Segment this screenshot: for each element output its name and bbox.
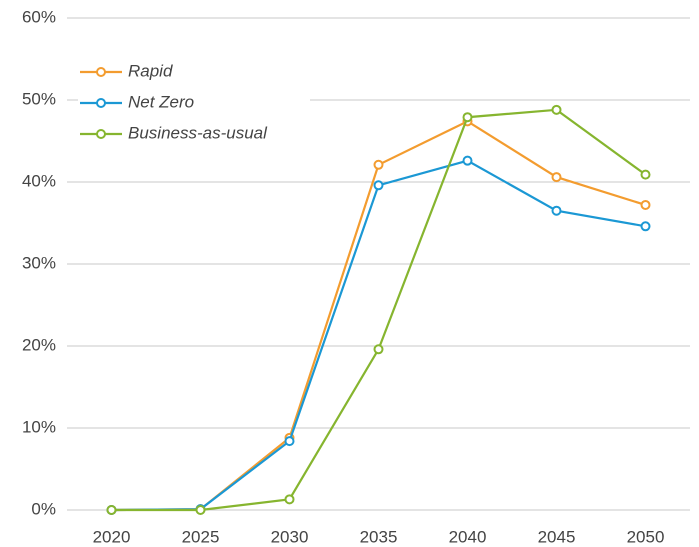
legend-background bbox=[78, 54, 310, 155]
series-line bbox=[111, 120, 646, 512]
legend-label: Net Zero bbox=[128, 92, 194, 111]
point bbox=[551, 172, 562, 183]
point bbox=[640, 169, 651, 180]
x-tick-label: 2025 bbox=[182, 527, 220, 546]
series-line bbox=[111, 108, 647, 512]
y-tick-label: 0% bbox=[31, 499, 56, 518]
point bbox=[551, 104, 562, 115]
legend-label: Business-as-usual bbox=[128, 123, 268, 142]
legend-marker bbox=[96, 98, 106, 108]
point bbox=[284, 436, 295, 447]
legend-marker bbox=[96, 67, 106, 77]
point bbox=[462, 155, 473, 166]
point bbox=[106, 505, 117, 515]
point bbox=[195, 505, 206, 515]
series-line bbox=[111, 159, 646, 512]
y-tick-label: 10% bbox=[22, 417, 56, 436]
point bbox=[373, 344, 384, 355]
x-tick-label: 2020 bbox=[93, 527, 131, 546]
point bbox=[284, 494, 295, 505]
x-tick-label: 2030 bbox=[271, 527, 309, 546]
legend-label: Rapid bbox=[128, 61, 173, 80]
y-tick-label: 50% bbox=[22, 89, 56, 108]
x-tick-label: 2035 bbox=[360, 527, 398, 546]
legend-marker bbox=[96, 129, 106, 139]
point bbox=[373, 159, 384, 170]
y-tick-label: 30% bbox=[22, 253, 56, 272]
x-tick-label: 2050 bbox=[627, 527, 665, 546]
point bbox=[640, 221, 651, 232]
x-tick-label: 2045 bbox=[538, 527, 576, 546]
point bbox=[462, 112, 473, 123]
point bbox=[640, 199, 651, 210]
y-tick-label: 20% bbox=[22, 335, 56, 354]
y-tick-label: 40% bbox=[22, 171, 56, 190]
point bbox=[551, 205, 562, 216]
y-tick-label: 60% bbox=[22, 7, 56, 26]
point bbox=[373, 180, 384, 191]
x-tick-label: 2040 bbox=[449, 527, 487, 546]
